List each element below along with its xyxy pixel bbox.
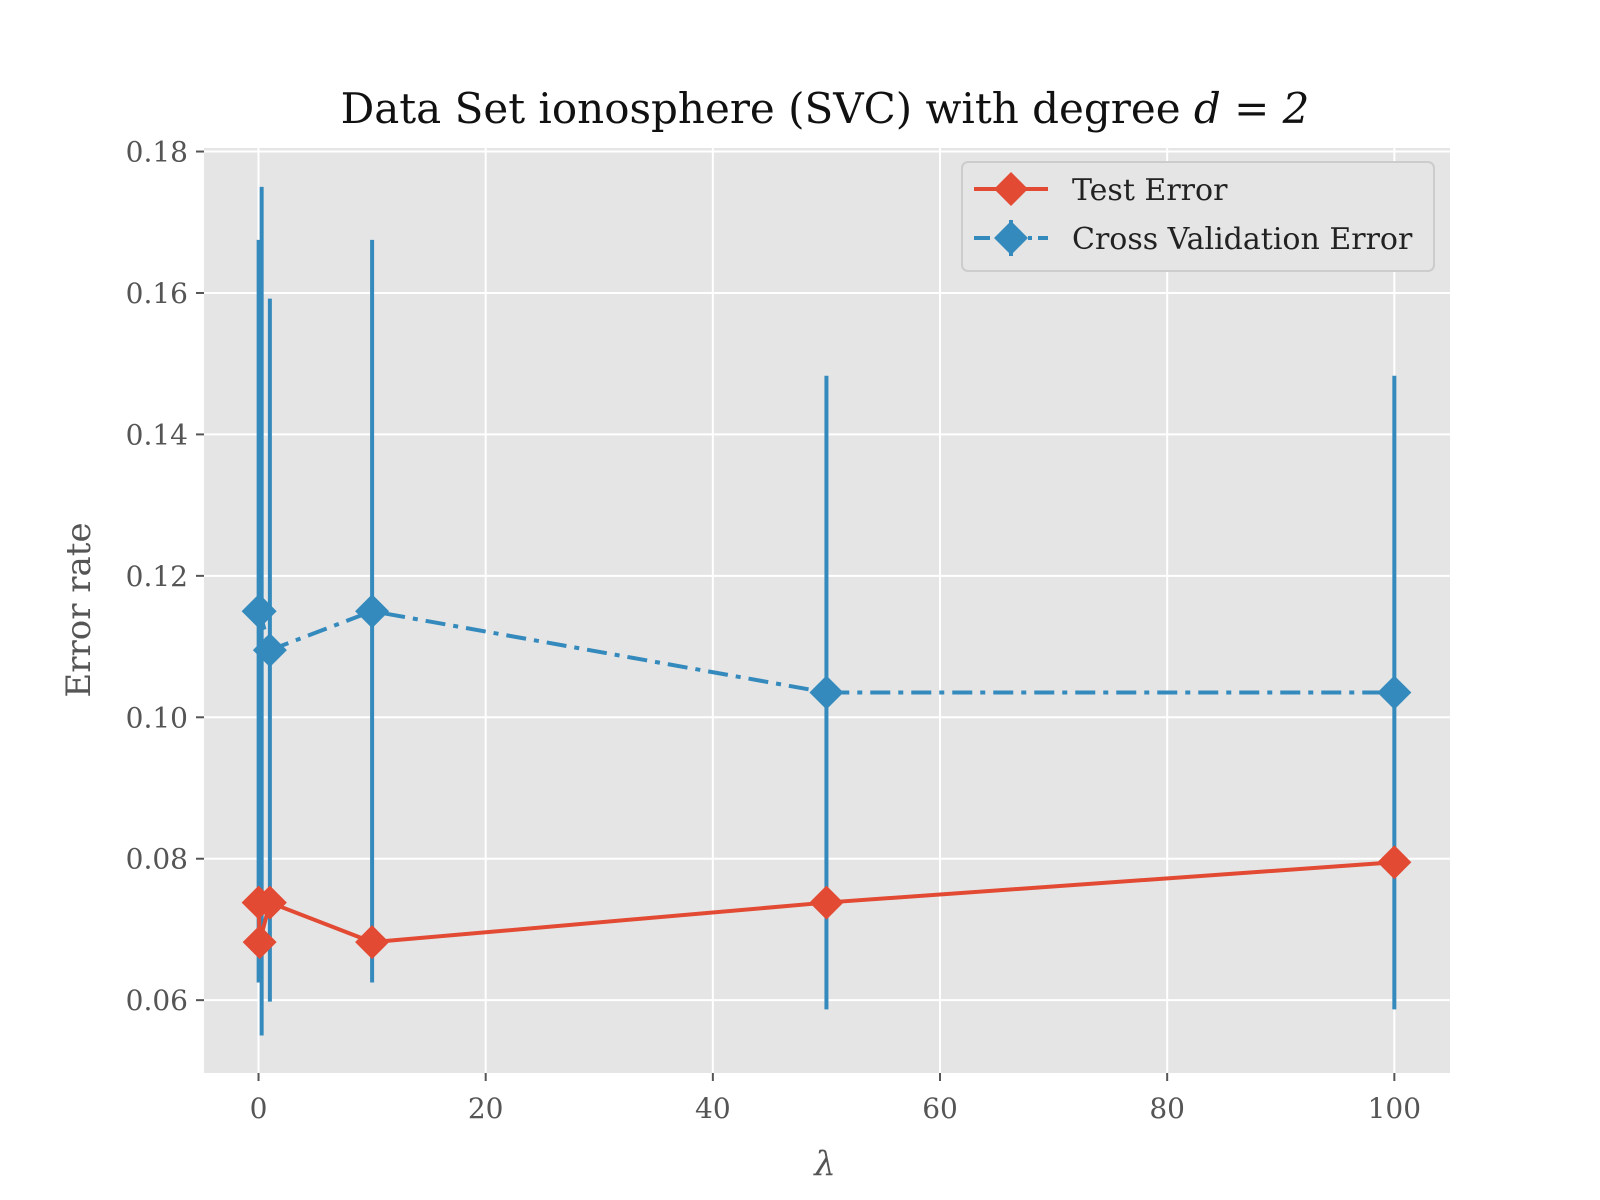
x-axis-ticks: 0 20 40 60 80 100 — [250, 1073, 1421, 1125]
y-tick-label: 0.12 — [126, 560, 188, 593]
cv-error-point — [355, 594, 390, 629]
test-error-point — [252, 885, 287, 920]
legend-box — [961, 161, 1435, 272]
y-tick-label: 0.14 — [126, 418, 188, 451]
cv-error-point — [809, 675, 844, 710]
test-error-point — [355, 925, 390, 960]
legend: Test Error Cross Validation Error — [961, 161, 1435, 272]
chart-title-main: Data Set ionosphere (SVC) with degree — [341, 84, 1194, 133]
test-error-point — [1377, 845, 1412, 880]
y-axis-label: Error rate — [59, 522, 99, 697]
legend-cv-label: Cross Validation Error — [1072, 222, 1413, 257]
series-markers — [241, 594, 1412, 960]
test-error-point — [809, 885, 844, 920]
x-axis-label: λ — [812, 1144, 836, 1184]
y-tick-label: 0.16 — [126, 277, 188, 310]
legend-cv-marker — [994, 221, 1028, 255]
legend-test-marker — [994, 172, 1028, 206]
chart-title: Data Set ionosphere (SVC) with degree d … — [341, 84, 1310, 133]
x-tick-label: 60 — [922, 1092, 958, 1125]
x-tick-label: 0 — [250, 1092, 268, 1125]
y-axis-ticks: 0.06 0.08 0.10 0.12 0.14 0.16 0.18 — [126, 136, 204, 1017]
x-tick-label: 40 — [695, 1092, 731, 1125]
legend-test-label: Test Error — [1072, 173, 1228, 208]
cv-error-point — [242, 594, 277, 629]
test-error-point — [242, 925, 277, 960]
y-tick-label: 0.08 — [126, 843, 188, 876]
cv-error-point — [1377, 675, 1412, 710]
x-tick-label: 20 — [468, 1092, 504, 1125]
y-tick-label: 0.06 — [126, 984, 188, 1017]
x-tick-label: 100 — [1368, 1092, 1421, 1125]
y-tick-label: 0.18 — [126, 136, 188, 169]
x-tick-label: 80 — [1149, 1092, 1185, 1125]
cv-error-point — [252, 633, 287, 668]
y-tick-label: 0.10 — [126, 701, 188, 734]
chart-title-math: d = 2 — [1194, 84, 1310, 133]
